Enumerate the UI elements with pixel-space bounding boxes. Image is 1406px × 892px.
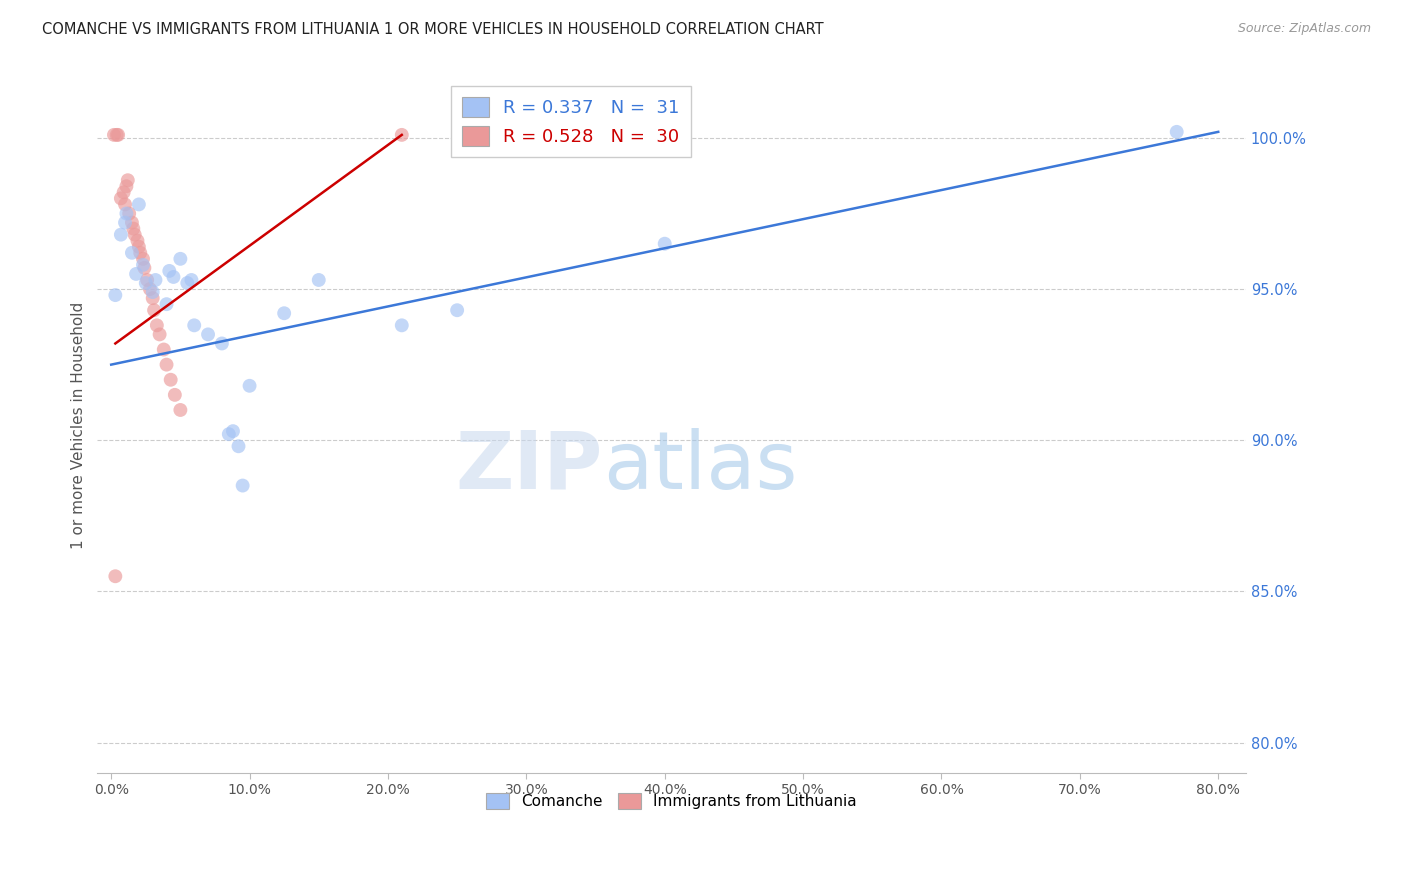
- Point: [121, 215, 143, 229]
- Point: [157, 264, 180, 278]
- Point: [155, 297, 177, 311]
- Point: [132, 258, 155, 272]
- Point: [139, 282, 162, 296]
- Point: [136, 273, 159, 287]
- Text: ZIP: ZIP: [456, 428, 603, 506]
- Point: [391, 128, 413, 142]
- Point: [145, 273, 167, 287]
- Text: COMANCHE VS IMMIGRANTS FROM LITHUANIA 1 OR MORE VEHICLES IN HOUSEHOLD CORRELATIO: COMANCHE VS IMMIGRANTS FROM LITHUANIA 1 …: [42, 22, 824, 37]
- Point: [183, 318, 205, 333]
- Point: [110, 227, 132, 242]
- Point: [218, 427, 240, 442]
- Point: [115, 179, 138, 194]
- Point: [117, 173, 139, 187]
- Point: [110, 191, 132, 205]
- Point: [143, 303, 166, 318]
- Point: [197, 327, 219, 342]
- Point: [146, 318, 169, 333]
- Point: [142, 291, 165, 305]
- Point: [180, 273, 202, 287]
- Y-axis label: 1 or more Vehicles in Household: 1 or more Vehicles in Household: [72, 301, 86, 549]
- Point: [134, 260, 156, 275]
- Point: [128, 240, 150, 254]
- Point: [104, 569, 127, 583]
- Point: [155, 358, 177, 372]
- Point: [114, 197, 136, 211]
- Point: [118, 206, 141, 220]
- Point: [239, 379, 262, 393]
- Point: [104, 288, 127, 302]
- Point: [446, 303, 468, 318]
- Point: [391, 318, 413, 333]
- Point: [152, 343, 174, 357]
- Point: [142, 285, 165, 299]
- Point: [129, 245, 152, 260]
- Point: [112, 186, 135, 200]
- Point: [127, 234, 149, 248]
- Point: [211, 336, 233, 351]
- Point: [121, 245, 143, 260]
- Point: [107, 128, 129, 142]
- Point: [114, 215, 136, 229]
- Point: [654, 236, 676, 251]
- Point: [169, 252, 191, 266]
- Point: [308, 273, 330, 287]
- Text: Source: ZipAtlas.com: Source: ZipAtlas.com: [1237, 22, 1371, 36]
- Point: [169, 403, 191, 417]
- Point: [105, 128, 128, 142]
- Point: [162, 269, 184, 284]
- Point: [128, 197, 150, 211]
- Point: [176, 276, 198, 290]
- Point: [115, 206, 138, 220]
- Legend: Comanche, Immigrants from Lithuania: Comanche, Immigrants from Lithuania: [481, 787, 863, 815]
- Point: [103, 128, 125, 142]
- Point: [222, 424, 245, 438]
- Point: [232, 478, 254, 492]
- Point: [273, 306, 295, 320]
- Point: [1166, 125, 1188, 139]
- Point: [159, 373, 181, 387]
- Point: [149, 327, 172, 342]
- Point: [135, 276, 157, 290]
- Text: atlas: atlas: [603, 428, 797, 506]
- Point: [228, 439, 250, 453]
- Point: [122, 221, 145, 235]
- Point: [124, 227, 146, 242]
- Point: [163, 388, 186, 402]
- Point: [125, 267, 148, 281]
- Point: [132, 252, 155, 266]
